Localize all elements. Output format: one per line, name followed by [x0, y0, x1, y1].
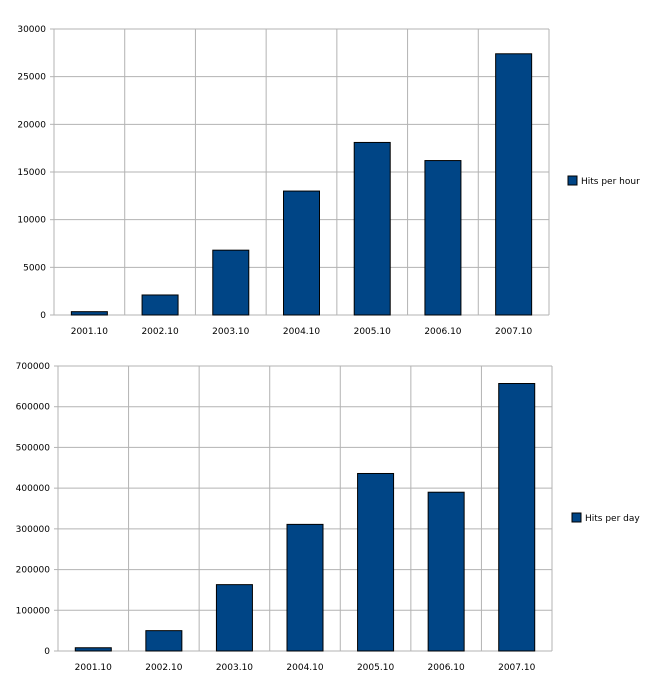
- bar-2005.10: [353, 141, 391, 316]
- bar-2007.10: [495, 53, 533, 316]
- y-tick-label: 0: [40, 311, 46, 321]
- y-tick-label: 25000: [17, 73, 46, 83]
- x-tick-label: 2006.10: [424, 327, 461, 337]
- x-tick-label: 2001.10: [71, 327, 108, 337]
- x-tick-label: 2003.10: [216, 663, 253, 673]
- bar-2003.10: [215, 584, 253, 652]
- x-tick-label: 2006.10: [428, 663, 465, 673]
- y-tick-label: 30000: [17, 25, 46, 35]
- y-tick-label: 300000: [16, 525, 51, 535]
- y-tick-label: 400000: [16, 484, 51, 494]
- x-tick-label: 2007.10: [495, 327, 532, 337]
- bar-2005.10: [357, 472, 395, 652]
- bar-2006.10: [424, 160, 462, 316]
- bar-2004.10: [286, 523, 324, 652]
- bar-2001.10: [74, 647, 112, 652]
- legend-label: Hits per hour: [581, 177, 640, 187]
- bar-2007.10: [498, 383, 536, 652]
- y-tick-label: 15000: [17, 168, 46, 178]
- y-tick-label: 600000: [16, 403, 51, 413]
- x-tick-label: 2004.10: [286, 663, 323, 673]
- x-tick-label: 2005.10: [354, 327, 391, 337]
- y-tick-label: 100000: [16, 606, 51, 616]
- bar-2002.10: [141, 294, 179, 316]
- bar-2002.10: [145, 630, 183, 652]
- hits-per-hour-chart: 0 5000 10000 15000 20000 25000 30000 2001.10 200…: [17, 25, 640, 337]
- x-tick-label: 2007.10: [498, 663, 535, 673]
- x-tick-label: 2004.10: [283, 327, 320, 337]
- bar-2006.10: [427, 491, 465, 652]
- x-tick-label: 2002.10: [141, 327, 178, 337]
- y-tick-label: 20000: [17, 120, 46, 130]
- y-tick-label: 700000: [16, 362, 51, 372]
- y-tick-label: 5000: [23, 263, 46, 273]
- hits-per-day-chart: 0 100000 200000 300000 400000 500000 600000 700…: [16, 362, 641, 673]
- x-tick-label: 2005.10: [357, 663, 394, 673]
- y-tick-label: 500000: [16, 443, 51, 453]
- legend-swatch: [567, 175, 578, 186]
- bar-2001.10: [70, 311, 108, 316]
- x-tick-label: 2002.10: [145, 663, 182, 673]
- legend-swatch: [571, 512, 582, 523]
- legend-label: Hits per day: [585, 514, 640, 524]
- x-tick-label: 2001.10: [75, 663, 112, 673]
- y-tick-label: 10000: [17, 216, 46, 226]
- bar-2003.10: [212, 249, 250, 316]
- y-tick-label: 200000: [16, 566, 51, 576]
- x-tick-label: 2003.10: [212, 327, 249, 337]
- bar-2004.10: [283, 190, 320, 316]
- y-tick-label: 0: [44, 647, 50, 657]
